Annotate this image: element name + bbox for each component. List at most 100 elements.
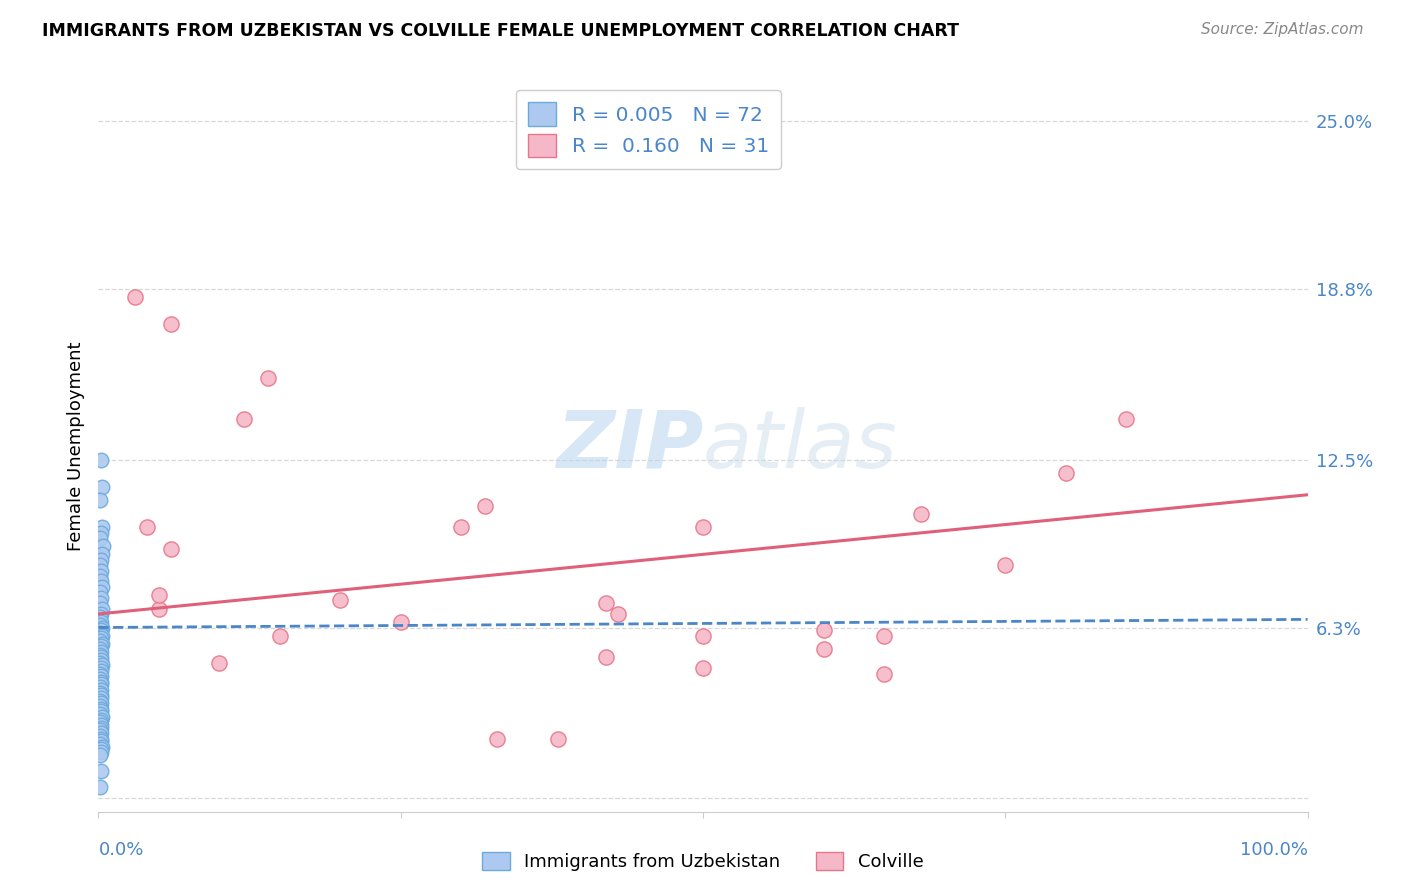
Point: [873, 629, 896, 643]
Point: [90, 682, 112, 697]
Point: [90, 718, 112, 732]
Point: [90, 564, 112, 578]
Point: [90, 645, 112, 659]
Point: [90, 553, 112, 567]
Point: [89, 780, 111, 795]
Point: [90, 664, 112, 678]
Text: Source: ZipAtlas.com: Source: ZipAtlas.com: [1201, 22, 1364, 37]
Point: [692, 520, 714, 534]
Point: [90, 632, 112, 646]
Point: [813, 624, 835, 638]
Point: [90, 615, 112, 629]
Point: [89, 707, 111, 722]
Point: [692, 629, 714, 643]
Text: ZIP: ZIP: [555, 407, 703, 485]
Point: [90, 742, 112, 756]
Point: [89, 737, 111, 751]
Point: [474, 499, 496, 513]
Point: [90, 721, 112, 735]
Point: [160, 317, 183, 331]
Point: [910, 507, 932, 521]
Point: [90, 650, 112, 665]
Point: [135, 520, 157, 534]
Point: [269, 629, 291, 643]
Point: [89, 715, 111, 730]
Point: [90, 764, 112, 778]
Point: [89, 585, 111, 599]
Point: [607, 607, 630, 621]
Point: [1115, 412, 1137, 426]
Point: [90, 452, 112, 467]
Point: [90, 731, 112, 746]
Point: [90, 677, 112, 691]
Text: IMMIGRANTS FROM UZBEKISTAN VS COLVILLE FEMALE UNEMPLOYMENT CORRELATION CHART: IMMIGRANTS FROM UZBEKISTAN VS COLVILLE F…: [42, 22, 959, 40]
Point: [813, 642, 835, 657]
Point: [91, 637, 114, 651]
Point: [89, 531, 111, 545]
Point: [91, 629, 114, 643]
Point: [90, 705, 112, 719]
Point: [160, 541, 183, 556]
Point: [89, 723, 111, 738]
Point: [873, 666, 896, 681]
Point: [486, 731, 509, 746]
Point: [89, 493, 111, 508]
Point: [90, 726, 112, 740]
Point: [91, 601, 114, 615]
Point: [89, 642, 111, 657]
Point: [692, 661, 714, 675]
Point: [595, 596, 617, 610]
Legend: R = 0.005   N = 72, R =  0.160   N = 31: R = 0.005 N = 72, R = 0.160 N = 31: [516, 90, 782, 169]
Point: [91, 580, 114, 594]
Point: [91, 620, 114, 634]
Point: [450, 520, 472, 534]
Point: [90, 607, 112, 621]
Point: [619, 133, 641, 147]
Point: [994, 558, 1017, 573]
Point: [90, 745, 112, 759]
Text: atlas: atlas: [703, 407, 898, 485]
Point: [89, 656, 111, 670]
Point: [90, 734, 112, 748]
Point: [90, 669, 112, 683]
Point: [89, 569, 111, 583]
Point: [90, 661, 112, 675]
Point: [89, 699, 111, 714]
Point: [89, 558, 111, 573]
Point: [91, 480, 114, 494]
Point: [90, 574, 112, 589]
Text: 0.0%: 0.0%: [98, 841, 143, 859]
Point: [89, 626, 111, 640]
Legend: Immigrants from Uzbekistan, Colville: Immigrants from Uzbekistan, Colville: [475, 845, 931, 879]
Point: [91, 739, 114, 754]
Point: [148, 601, 170, 615]
Point: [89, 672, 111, 686]
Point: [89, 729, 111, 743]
Point: [89, 680, 111, 694]
Point: [595, 650, 617, 665]
Point: [1054, 466, 1077, 480]
Point: [91, 520, 114, 534]
Point: [256, 371, 278, 385]
Text: 100.0%: 100.0%: [1240, 841, 1308, 859]
Point: [89, 747, 111, 762]
Point: [90, 713, 112, 727]
Point: [89, 685, 111, 699]
Point: [208, 656, 231, 670]
Point: [89, 609, 111, 624]
Point: [232, 412, 254, 426]
Point: [148, 588, 170, 602]
Point: [91, 547, 114, 561]
Point: [91, 710, 114, 724]
Point: [90, 653, 112, 667]
Point: [389, 615, 412, 629]
Point: [89, 596, 111, 610]
Point: [89, 648, 111, 662]
Point: [90, 688, 112, 702]
Point: [124, 290, 146, 304]
Point: [90, 690, 112, 705]
Point: [90, 674, 112, 689]
Point: [89, 617, 111, 632]
Y-axis label: Female Unemployment: Female Unemployment: [66, 342, 84, 550]
Point: [91, 658, 114, 673]
